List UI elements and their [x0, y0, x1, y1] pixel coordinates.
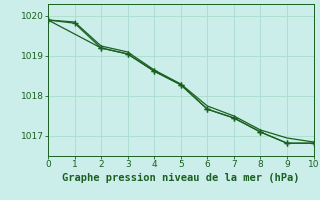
X-axis label: Graphe pression niveau de la mer (hPa): Graphe pression niveau de la mer (hPa): [62, 173, 300, 183]
